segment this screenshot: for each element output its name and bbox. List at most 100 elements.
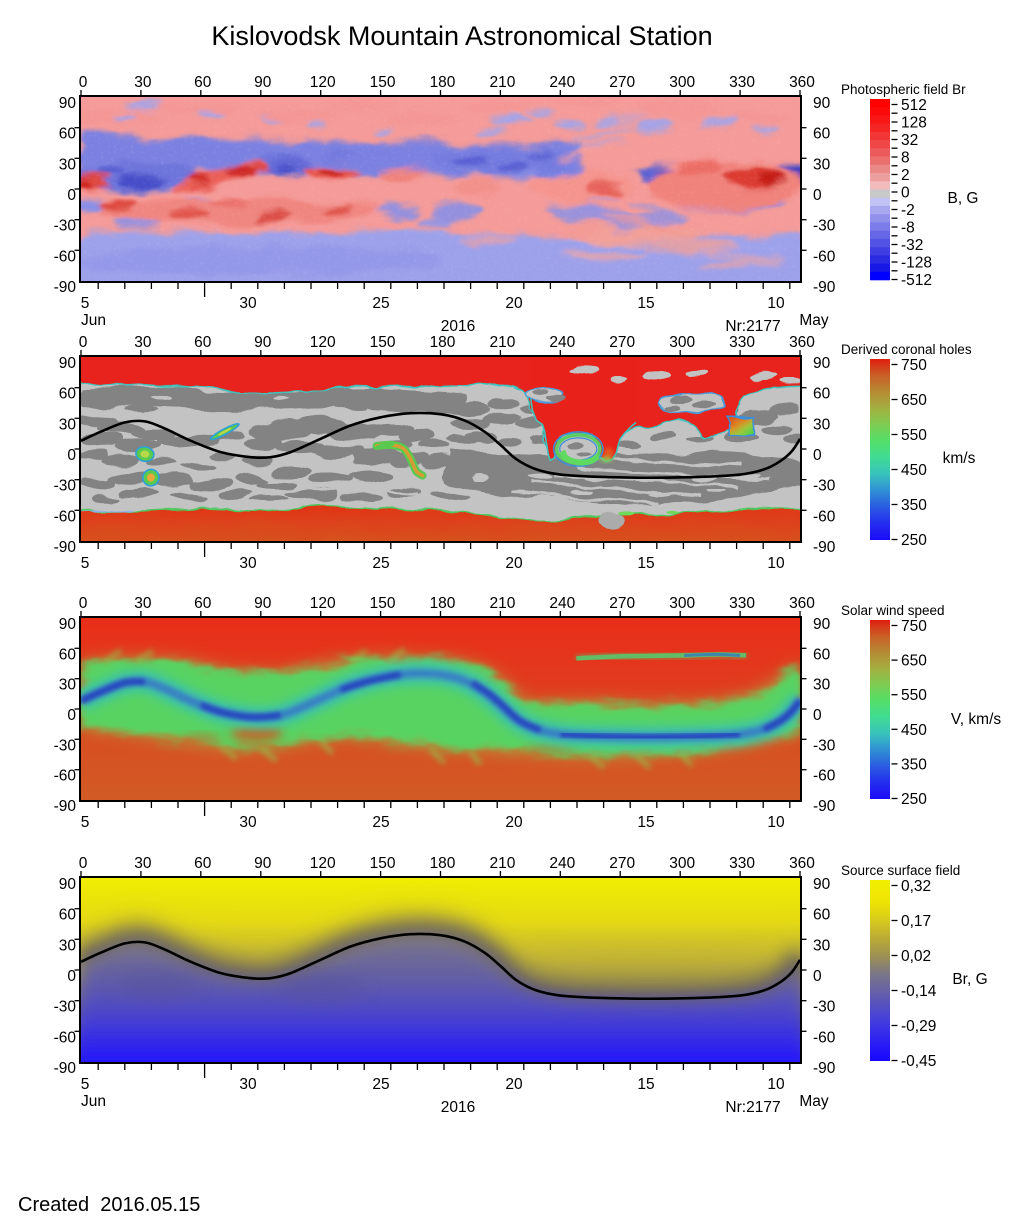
- svg-text:-90: -90: [813, 798, 836, 815]
- svg-text:-128: -128: [901, 255, 932, 272]
- svg-text:-90: -90: [813, 539, 836, 556]
- svg-text:350: 350: [901, 497, 927, 514]
- svg-text:May: May: [799, 312, 829, 329]
- svg-text:250: 250: [901, 791, 927, 808]
- svg-text:550: 550: [901, 687, 927, 704]
- svg-text:240: 240: [549, 855, 575, 872]
- svg-text:150: 150: [370, 334, 396, 351]
- svg-text:-512: -512: [901, 272, 932, 289]
- svg-text:330: 330: [729, 74, 755, 91]
- svg-text:60: 60: [813, 646, 831, 663]
- svg-text:90: 90: [59, 876, 77, 893]
- svg-text:210: 210: [489, 595, 515, 612]
- svg-text:450: 450: [901, 722, 927, 739]
- svg-text:0: 0: [79, 334, 88, 351]
- svg-text:270: 270: [609, 855, 635, 872]
- svg-text:30: 30: [813, 156, 831, 173]
- svg-text:15: 15: [637, 295, 654, 312]
- svg-text:120: 120: [310, 334, 336, 351]
- svg-text:360: 360: [789, 334, 815, 351]
- svg-text:90: 90: [254, 595, 272, 612]
- svg-text:Created 2016.05.15: Created 2016.05.15: [18, 1194, 200, 1216]
- svg-text:-30: -30: [813, 218, 836, 235]
- svg-text:210: 210: [489, 334, 515, 351]
- svg-text:May: May: [799, 1093, 829, 1110]
- svg-text:B, G: B, G: [947, 190, 978, 207]
- svg-text:60: 60: [813, 126, 831, 143]
- svg-text:30: 30: [813, 416, 831, 433]
- svg-text:-90: -90: [54, 279, 77, 296]
- svg-text:350: 350: [901, 756, 927, 773]
- svg-text:128: 128: [901, 115, 927, 132]
- svg-text:300: 300: [669, 855, 695, 872]
- svg-text:-60: -60: [813, 768, 836, 785]
- svg-text:0,17: 0,17: [901, 913, 931, 930]
- svg-text:90: 90: [813, 95, 831, 112]
- svg-text:Br, G: Br, G: [952, 971, 987, 988]
- svg-text:90: 90: [59, 95, 77, 112]
- svg-text:30: 30: [239, 814, 257, 831]
- svg-text:30: 30: [239, 295, 257, 312]
- svg-text:360: 360: [789, 855, 815, 872]
- svg-text:210: 210: [489, 855, 515, 872]
- svg-text:90: 90: [254, 74, 272, 91]
- svg-text:330: 330: [729, 595, 755, 612]
- svg-text:25: 25: [372, 814, 389, 831]
- svg-text:60: 60: [59, 646, 77, 663]
- svg-text:-30: -30: [54, 999, 77, 1016]
- svg-text:330: 330: [729, 334, 755, 351]
- svg-text:-30: -30: [813, 478, 836, 495]
- svg-text:-90: -90: [813, 279, 836, 296]
- svg-text:-60: -60: [54, 508, 77, 525]
- svg-text:0: 0: [79, 855, 88, 872]
- svg-text:-60: -60: [813, 508, 836, 525]
- svg-text:180: 180: [430, 334, 456, 351]
- svg-text:0: 0: [67, 707, 76, 724]
- svg-text:25: 25: [372, 555, 389, 572]
- svg-text:8: 8: [901, 150, 910, 167]
- svg-text:0,02: 0,02: [901, 948, 931, 965]
- svg-text:180: 180: [430, 855, 456, 872]
- svg-text:30: 30: [239, 555, 257, 572]
- svg-text:300: 300: [669, 595, 695, 612]
- svg-text:650: 650: [901, 653, 927, 670]
- svg-text:Solar wind speed: Solar wind speed: [841, 603, 945, 618]
- svg-text:30: 30: [813, 677, 831, 694]
- svg-text:V, km/s: V, km/s: [951, 711, 1001, 728]
- svg-text:-2: -2: [901, 202, 915, 219]
- svg-text:120: 120: [310, 595, 336, 612]
- svg-text:90: 90: [254, 855, 272, 872]
- svg-text:270: 270: [609, 334, 635, 351]
- svg-text:15: 15: [637, 1076, 654, 1093]
- svg-text:250: 250: [901, 532, 927, 549]
- svg-text:0: 0: [901, 185, 910, 202]
- svg-text:0: 0: [813, 187, 822, 204]
- svg-text:20: 20: [505, 295, 523, 312]
- svg-text:5: 5: [81, 1076, 90, 1093]
- svg-text:10: 10: [767, 555, 785, 572]
- svg-text:90: 90: [813, 616, 831, 633]
- svg-text:30: 30: [59, 416, 77, 433]
- svg-text:32: 32: [901, 132, 918, 149]
- svg-text:2: 2: [901, 167, 910, 184]
- svg-text:-60: -60: [54, 1029, 77, 1046]
- svg-text:180: 180: [430, 74, 456, 91]
- svg-text:-30: -30: [813, 737, 836, 754]
- svg-text:240: 240: [549, 334, 575, 351]
- svg-text:5: 5: [81, 295, 90, 312]
- svg-text:150: 150: [370, 595, 396, 612]
- svg-text:-60: -60: [813, 1029, 836, 1046]
- svg-text:km/s: km/s: [943, 450, 976, 467]
- svg-text:2016: 2016: [441, 1099, 475, 1116]
- svg-text:180: 180: [430, 595, 456, 612]
- svg-text:Derived coronal holes: Derived coronal holes: [841, 342, 972, 357]
- svg-text:0: 0: [813, 968, 822, 985]
- svg-text:0: 0: [67, 187, 76, 204]
- svg-text:-32: -32: [901, 237, 923, 254]
- svg-text:650: 650: [901, 392, 927, 409]
- svg-text:30: 30: [59, 677, 77, 694]
- svg-text:550: 550: [901, 427, 927, 444]
- svg-text:20: 20: [505, 1076, 523, 1093]
- svg-text:60: 60: [59, 386, 77, 403]
- svg-text:300: 300: [669, 334, 695, 351]
